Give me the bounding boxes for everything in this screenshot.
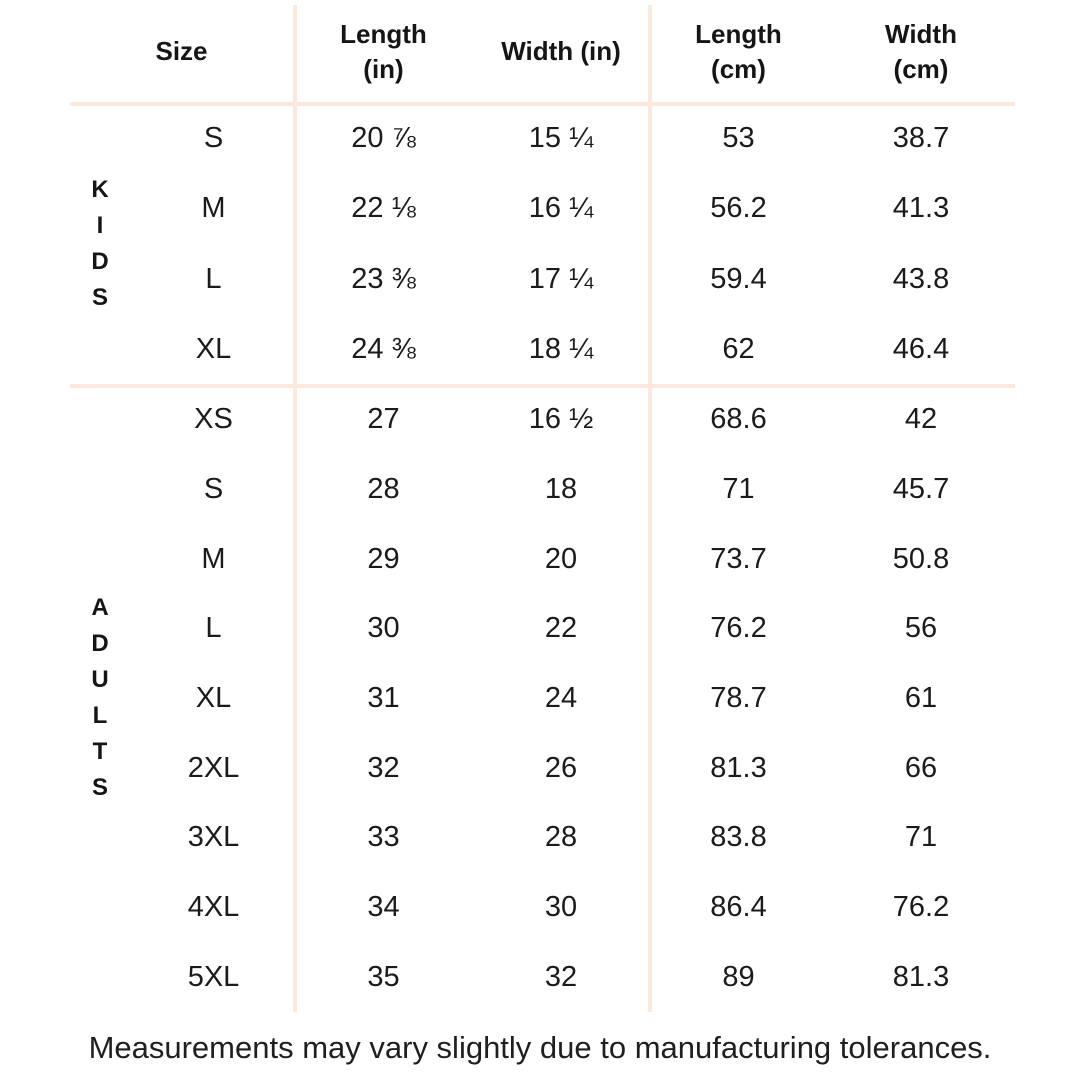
length-in-cell: 33 <box>367 821 400 854</box>
length-cm-cell: 68.6 <box>710 403 767 436</box>
width-cm-cell: 66 <box>904 751 938 784</box>
size-cell: XS <box>194 403 233 436</box>
length-cm-cell: 78.7 <box>710 681 767 714</box>
size-cell: L <box>205 612 222 645</box>
length-in-cell: 32 <box>367 751 400 784</box>
length-cm-cell: 62 <box>722 333 755 366</box>
size-cell: M <box>201 192 226 225</box>
size-cell: L <box>205 262 222 295</box>
header-length-in-line1: Length <box>340 18 427 49</box>
length-cm-cell: 53 <box>722 121 755 154</box>
width-in-cell: 15 ¼ <box>528 121 594 154</box>
header-size: Size <box>68 0 295 103</box>
size-cell: S <box>203 121 224 154</box>
width-cm-cell: 50.8 <box>892 542 950 575</box>
header-length-cm-line1: Length <box>695 18 782 49</box>
length-in-cell: 22 ⅛ <box>351 192 416 225</box>
length-cm-cell: 86.4 <box>710 890 767 923</box>
width-in-cell: 32 <box>544 960 578 993</box>
header-length-cm: Length (cm) <box>650 0 827 103</box>
length-in-cell: 31 <box>367 681 400 714</box>
width-cm-cell: 41.3 <box>892 192 950 225</box>
header-length-cm-line2: (cm) <box>711 53 766 84</box>
grid-hline-below-header <box>70 102 1015 106</box>
width-in-cell: 24 <box>544 681 578 714</box>
width-cm-cell: 43.8 <box>892 262 950 295</box>
width-cm-cell: 71 <box>904 821 938 854</box>
length-in-cell: 20 ⅞ <box>351 121 416 154</box>
length-in-cell: 24 ⅜ <box>351 333 416 366</box>
length-cm-cell: 83.8 <box>710 821 767 854</box>
length-cm-cell: 81.3 <box>710 751 767 784</box>
header-width-cm-line1: Width <box>885 18 957 49</box>
width-in-cell: 16 ¼ <box>528 192 594 225</box>
grid-vline-after-size <box>293 5 297 1012</box>
header-size-label: Size <box>155 36 208 66</box>
size-table: Size Length (in) Width (in) Length (cm) … <box>68 0 1015 1012</box>
header-length-in: Length (in) <box>295 0 472 103</box>
grid-hline-kids-adults <box>70 384 1015 388</box>
width-in-cell: 26 <box>544 751 578 784</box>
size-cell: 2XL <box>187 751 240 784</box>
width-in-cell: 20 <box>544 542 578 575</box>
size-cell: 3XL <box>187 821 240 854</box>
size-cell: S <box>203 472 224 505</box>
length-cm-cell: 73.7 <box>710 542 767 575</box>
footnote: Measurements may vary slightly due to ma… <box>88 1030 992 1065</box>
grid-vline-after-width-in <box>648 5 652 1012</box>
length-in-cell: 27 <box>367 403 400 436</box>
width-in-cell: 28 <box>544 821 578 854</box>
length-in-cell: 23 ⅜ <box>351 262 416 295</box>
length-cm-cell: 76.2 <box>710 612 767 645</box>
size-cell: 4XL <box>187 890 240 923</box>
width-in-cell: 17 ¼ <box>528 262 594 295</box>
header-width-cm: Width (cm) <box>827 0 1015 103</box>
header-width-in-label: Width (in) <box>501 36 621 66</box>
header-length-in-line2: (in) <box>363 53 404 84</box>
size-cell: XL <box>195 681 232 714</box>
width-cm-cell: 81.3 <box>892 960 950 993</box>
length-cm-cell: 59.4 <box>710 262 767 295</box>
width-cm-cell: 46.4 <box>892 333 950 366</box>
width-cm-cell: 42 <box>904 403 938 436</box>
length-cm-cell: 71 <box>722 472 755 505</box>
header-width-in: Width (in) <box>472 0 650 103</box>
group-label-adults: A D U L T S <box>91 594 109 802</box>
header-width-cm-line2: (cm) <box>893 53 949 84</box>
length-in-cell: 35 <box>367 960 400 993</box>
group-label-kids: K I D S <box>91 176 109 311</box>
length-in-cell: 30 <box>367 612 400 645</box>
width-in-cell: 22 <box>544 612 578 645</box>
width-cm-cell: 76.2 <box>892 890 950 923</box>
width-in-cell: 18 <box>544 472 578 505</box>
width-in-cell: 18 ¼ <box>528 333 594 366</box>
size-cell: 5XL <box>187 960 240 993</box>
width-in-cell: 30 <box>544 890 578 923</box>
length-cm-cell: 56.2 <box>710 192 767 225</box>
width-cm-cell: 38.7 <box>892 121 950 154</box>
width-cm-cell: 45.7 <box>892 472 950 505</box>
size-cell: XL <box>195 333 232 366</box>
width-in-cell: 16 ½ <box>528 403 594 436</box>
width-cm-cell: 61 <box>904 681 938 714</box>
width-cm-cell: 56 <box>904 612 938 645</box>
size-cell: M <box>201 542 226 575</box>
length-in-cell: 29 <box>367 542 400 575</box>
length-in-cell: 28 <box>367 472 400 505</box>
length-cm-cell: 89 <box>722 960 755 993</box>
length-in-cell: 34 <box>367 890 400 923</box>
